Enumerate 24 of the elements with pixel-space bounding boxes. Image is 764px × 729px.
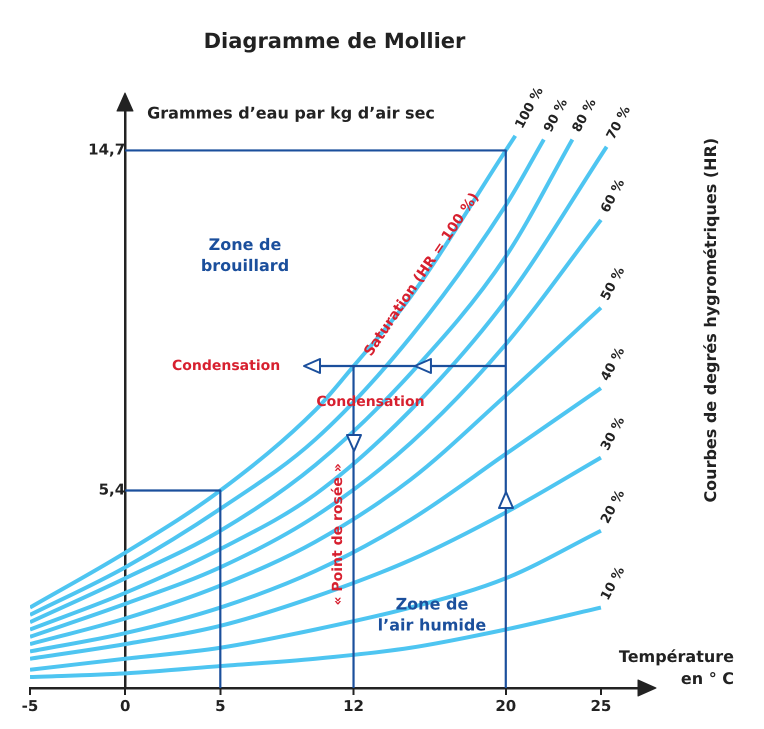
y-axis-title: Grammes d’eau par kg d’air sec — [147, 103, 435, 122]
text: 90 % — [541, 96, 572, 135]
annotation: « Point de rosée » — [330, 463, 346, 606]
chart-title: Diagramme de Mollier — [204, 29, 466, 54]
text: 20 % — [598, 488, 628, 526]
text: 30 % — [598, 414, 628, 454]
text: 40 % — [598, 345, 628, 384]
y2-axis-title: Courbes de degrés hygrométriques (HR) — [701, 138, 720, 503]
y-tick-label: 14,7 — [88, 140, 126, 158]
x-tick-label: -5 — [22, 696, 38, 715]
y-tick-label: 5,4 — [98, 480, 126, 498]
text: 10 % — [598, 564, 628, 604]
text: 70 % — [604, 104, 634, 142]
x-tick-label: 12 — [343, 696, 364, 715]
x-tick-label: 20 — [495, 696, 516, 715]
annotation: Condensation — [172, 358, 280, 374]
text: 60 % — [598, 176, 628, 216]
x-tick-label: 0 — [120, 696, 130, 715]
x-tick-label: 5 — [215, 696, 226, 715]
x-tick-label: 25 — [590, 696, 612, 715]
text: 50 % — [598, 264, 628, 304]
x-axis-title: Température en ° C — [618, 647, 734, 688]
annotation: Zone de brouillard — [200, 235, 290, 276]
text: 80 % — [570, 96, 600, 135]
